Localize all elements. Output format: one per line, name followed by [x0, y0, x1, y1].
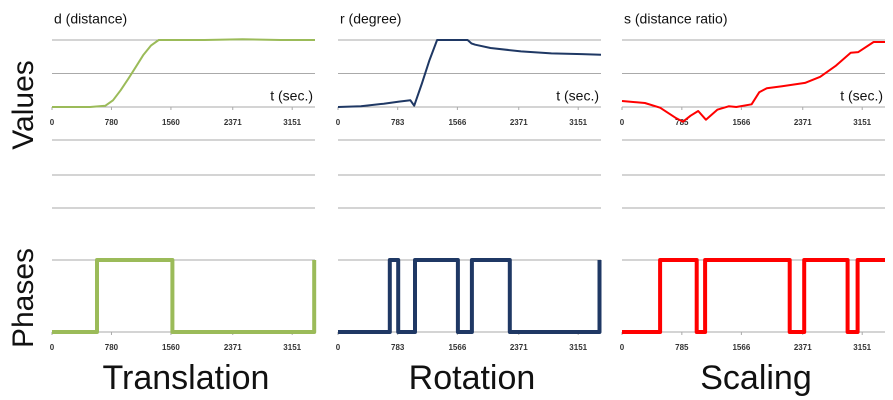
- phase-line: [52, 258, 317, 334]
- x-tick-label: 785: [675, 118, 689, 127]
- x-tick-label: 3151: [283, 343, 301, 352]
- x-tick-label: 3151: [853, 118, 871, 127]
- x-tick-label: 1560: [162, 118, 180, 127]
- row-label: Values: [7, 60, 40, 150]
- x-tick-label: 3151: [569, 343, 587, 352]
- value-line: [621, 41, 885, 123]
- x-tick-label: 0: [620, 118, 625, 127]
- x-axis-label: t (sec.): [270, 88, 313, 104]
- value-line: [52, 38, 315, 108]
- x-tick-label: 780: [105, 343, 119, 352]
- x-tick-label: 783: [391, 343, 405, 352]
- x-tick-label: 0: [50, 343, 55, 352]
- phase-line: [622, 258, 885, 334]
- x-axis-label: t (sec.): [556, 88, 599, 104]
- chart-title: r (degree): [340, 11, 401, 27]
- x-tick-label: 1566: [448, 343, 466, 352]
- x-tick-label: 0: [620, 343, 625, 352]
- x-tick-label: 0: [336, 343, 341, 352]
- x-tick-label: 780: [105, 118, 119, 127]
- phase-line: [338, 258, 602, 334]
- x-tick-label: 3151: [569, 118, 587, 127]
- x-tick-label: 785: [675, 343, 689, 352]
- x-tick-label: 3151: [853, 343, 871, 352]
- x-tick-label: 1566: [732, 118, 750, 127]
- x-tick-label: 3151: [283, 118, 301, 127]
- column-label: Rotation: [409, 359, 536, 397]
- chart-title: d (distance): [54, 11, 127, 27]
- x-tick-label: 2371: [510, 343, 528, 352]
- x-tick-label: 2371: [794, 118, 812, 127]
- empty-grid: [52, 139, 885, 209]
- value-line: [337, 39, 602, 108]
- x-tick-label: 2371: [224, 343, 242, 352]
- column-label: Translation: [103, 359, 270, 397]
- row-label: Phases: [7, 248, 40, 348]
- column-label: Scaling: [700, 359, 812, 397]
- chart-title: s (distance ratio): [624, 11, 727, 27]
- x-tick-label: 783: [391, 118, 405, 127]
- x-tick-label: 2371: [224, 118, 242, 127]
- x-tick-label: 0: [336, 118, 341, 127]
- x-axis-label: t (sec.): [840, 88, 883, 104]
- x-tick-label: 0: [50, 118, 55, 127]
- x-tick-label: 2371: [794, 343, 812, 352]
- x-tick-label: 2371: [510, 118, 528, 127]
- x-tick-label: 1566: [732, 343, 750, 352]
- x-tick-label: 1560: [162, 343, 180, 352]
- x-tick-label: 1566: [448, 118, 466, 127]
